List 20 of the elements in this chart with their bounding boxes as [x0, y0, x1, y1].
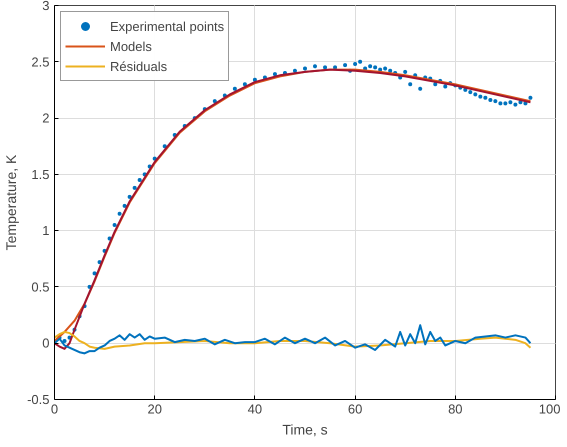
legend-label: Experimental points — [110, 18, 224, 34]
legend-label: Résiduals — [110, 58, 168, 74]
line-series — [54, 330, 532, 350]
line-series — [54, 324, 532, 354]
y-axis-title: Temperature, K — [3, 154, 20, 250]
y-tick-label: 2.5 — [31, 54, 50, 70]
x-tick-label: 80 — [448, 402, 463, 416]
x-tick-label: 100 — [538, 402, 561, 416]
y-tick-label: -0.5 — [27, 392, 50, 407]
y-tick-label: 3 — [42, 0, 50, 13]
y-tick-label: 0.5 — [31, 279, 50, 294]
y-tick-label: 2 — [42, 110, 50, 126]
y-tick-label: 1.5 — [31, 166, 50, 182]
x-tick-label: 40 — [248, 402, 262, 416]
x-tick-label: 20 — [147, 402, 162, 416]
x-tick-label: 60 — [348, 402, 362, 416]
legend-label: Models — [110, 38, 152, 54]
y-tick-label: 1 — [42, 223, 50, 238]
y-tick-label: 0 — [42, 336, 50, 351]
x-axis-title: Time, s — [282, 422, 328, 438]
